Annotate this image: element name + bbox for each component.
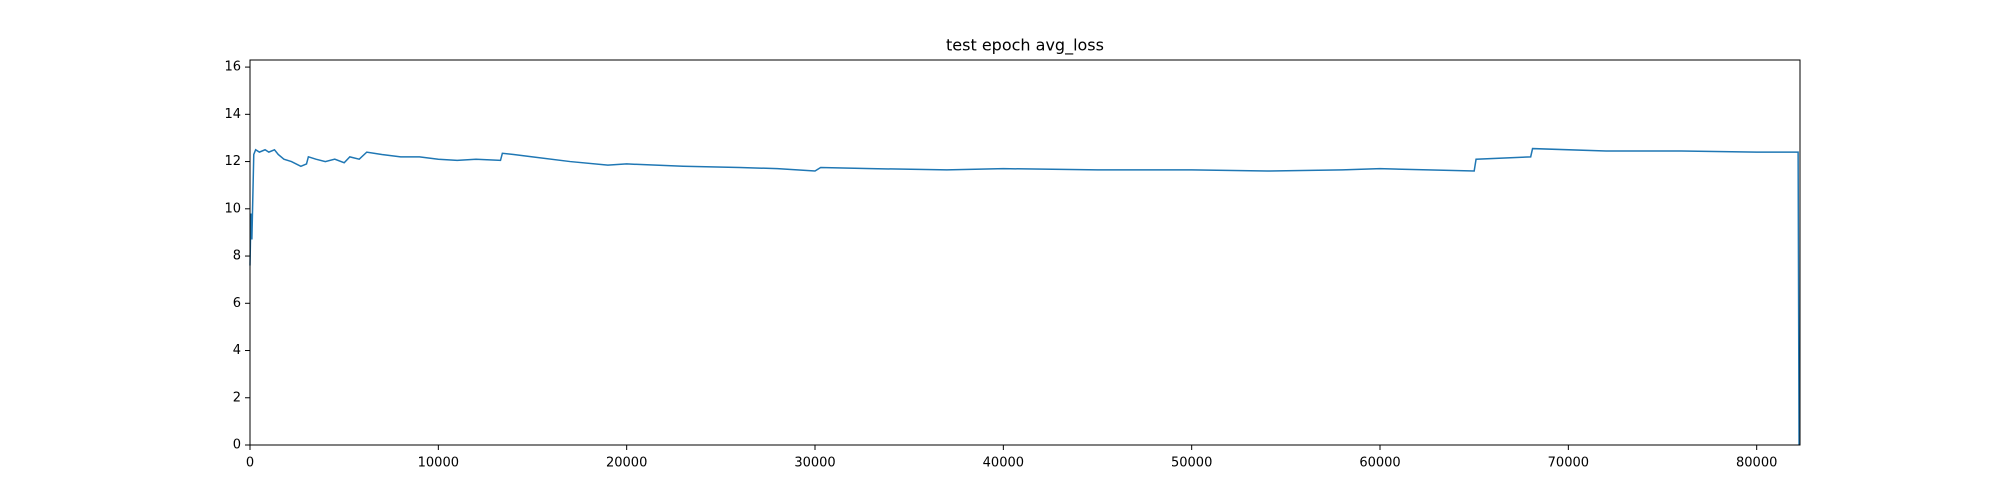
x-tick-label: 30000 — [794, 456, 835, 471]
y-tick-label: 16 — [224, 60, 241, 75]
x-tick-label: 80000 — [1736, 456, 1777, 471]
chart-title: test epoch avg_loss — [946, 36, 1104, 56]
y-tick-label: 12 — [224, 154, 241, 169]
y-tick-label: 4 — [233, 343, 241, 358]
x-tick-label: 50000 — [1171, 456, 1212, 471]
y-tick-label: 8 — [233, 249, 241, 264]
x-tick-label: 60000 — [1359, 456, 1400, 471]
y-tick-label: 10 — [224, 201, 241, 216]
line-series — [249, 147, 1800, 446]
x-tick-label: 40000 — [983, 456, 1024, 471]
x-tick-label: 70000 — [1548, 456, 1589, 471]
y-tick-label: 6 — [233, 296, 241, 311]
plot-frame — [249, 59, 1801, 446]
y-tick-label: 2 — [233, 390, 241, 405]
y-tick-label: 0 — [233, 438, 241, 453]
x-tick-label: 20000 — [606, 456, 647, 471]
y-tick-label: 14 — [224, 107, 241, 122]
x-tick-label: 10000 — [418, 456, 459, 471]
x-tick-label: 0 — [246, 456, 254, 471]
